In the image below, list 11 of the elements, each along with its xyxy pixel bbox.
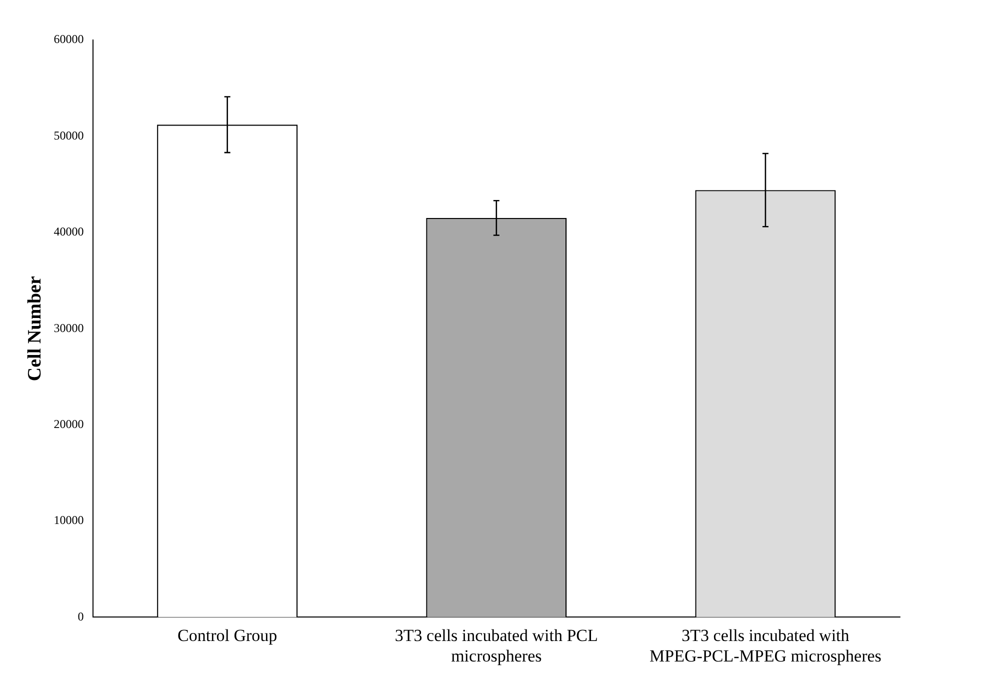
- y-tick-label: 20000: [54, 416, 84, 431]
- y-tick-label: 60000: [54, 32, 84, 46]
- y-tick-label: 0: [78, 609, 84, 624]
- y-axis-title: Cell Number: [24, 276, 46, 382]
- x-tick-label: 3T3 cells incubated with MPEG-PCL-MPEG microspheres: [650, 626, 882, 666]
- y-tick-label: 40000: [54, 224, 84, 239]
- x-tick-label: Control Group: [178, 626, 278, 645]
- x-tick-label: 3T3 cells incubated with PCL microspheres: [394, 626, 598, 666]
- y-tick-label: 30000: [54, 320, 84, 335]
- y-tick-label: 50000: [54, 128, 84, 142]
- y-tick-label: 10000: [54, 513, 84, 528]
